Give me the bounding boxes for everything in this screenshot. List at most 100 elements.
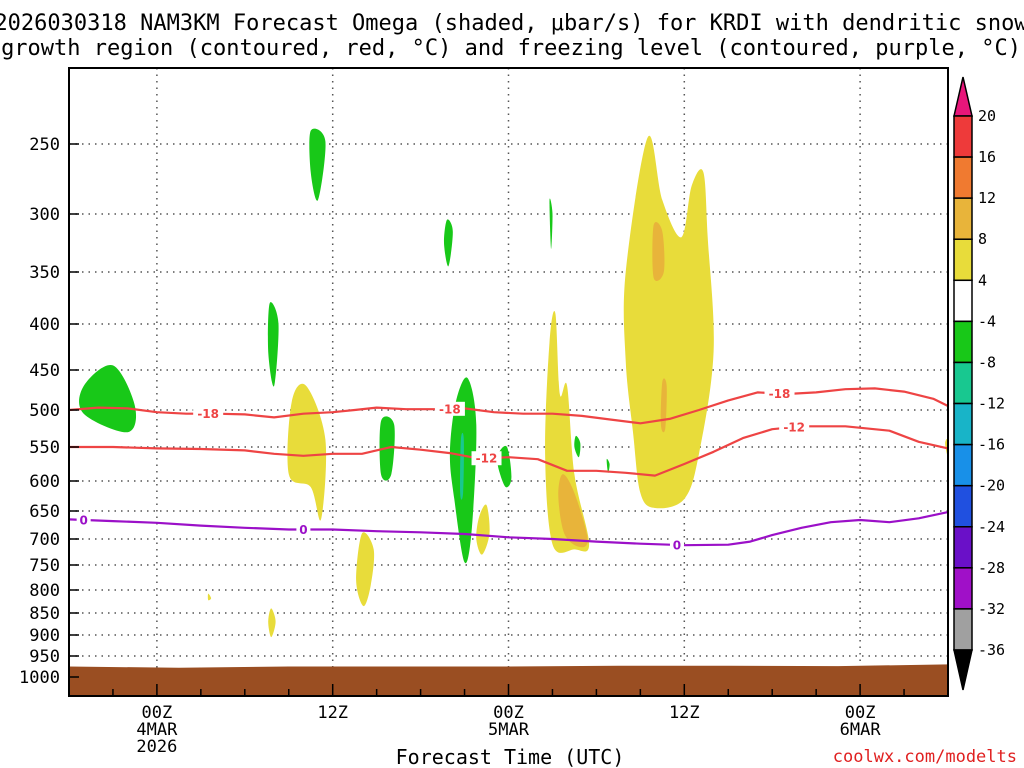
contour-label: 0 [673, 538, 681, 552]
contour-label: -18 [439, 402, 461, 416]
omega-region [268, 608, 276, 638]
contour-label-bg [669, 537, 684, 552]
gridlines [69, 68, 948, 696]
y-tick-label: 450 [29, 361, 60, 381]
contour-label-bg [76, 512, 91, 527]
omega-region [79, 364, 137, 433]
colorbar-segment [953, 526, 973, 569]
colorbar-label: -32 [978, 600, 1005, 618]
y-tick-label: 600 [29, 472, 60, 492]
colorbar-label: -12 [978, 395, 1005, 413]
x-tick-label: 12Z [317, 703, 348, 723]
omega-region [356, 532, 375, 607]
colorbar-label: 4 [978, 271, 987, 289]
contour-label: -18 [197, 407, 219, 421]
y-tick-label: 950 [29, 647, 60, 667]
contour-label-bg [296, 522, 311, 537]
x-tick-label: 00Z [493, 703, 524, 723]
colorbar-segment [953, 567, 973, 610]
contour-label: -12 [476, 452, 498, 466]
y-tick-label: 750 [29, 556, 60, 576]
omega-region [545, 311, 590, 553]
omega-region [606, 458, 610, 473]
colorbar-segment [953, 115, 973, 158]
colorbar-segment [953, 361, 973, 405]
x-tick-label: 12Z [669, 703, 700, 723]
colorbar-segment [953, 197, 973, 240]
colorbar: 20 16 12 8 4 -4 -8 -12 -16 -20 -24 -28 -32 -36 [953, 76, 1005, 691]
colorbar-label: -20 [978, 477, 1005, 495]
y-tick-label: 550 [29, 438, 60, 458]
y-axis: 2503003504004505005506006507007508008509… [19, 135, 79, 688]
y-tick-label: 350 [29, 263, 60, 283]
y-tick-label: 250 [29, 135, 60, 155]
colorbar-segment [953, 484, 973, 528]
colorbar-label: 12 [978, 189, 996, 207]
contour-label-bg [764, 386, 795, 401]
x-axis-label: Forecast Time (UTC) [396, 745, 625, 768]
contour-zero [68, 511, 949, 547]
colorbar-segment [953, 156, 973, 199]
contour-label: -12 [783, 421, 805, 435]
omega-region [623, 135, 714, 509]
colorbar-segment [953, 608, 973, 651]
chart-title-line-2: growth region (contoured, red, °C) and f… [1, 36, 1021, 61]
colorbar-label: -24 [978, 518, 1005, 536]
colorbar-label: -8 [978, 353, 996, 371]
x-tick-label: 00Z [142, 703, 173, 723]
y-tick-label: 900 [29, 626, 60, 646]
omega-region [558, 474, 588, 548]
colorbar-segment [953, 443, 973, 487]
y-tick-label: 800 [29, 581, 60, 601]
y-tick-label: 850 [29, 604, 60, 624]
colorbar-segment [953, 402, 973, 446]
x-tick-label: 6MAR [840, 720, 882, 740]
contour-label-bg [434, 401, 465, 416]
omega-region [460, 432, 464, 500]
contour-label: -18 [769, 387, 791, 401]
colorbar-label: 8 [978, 230, 987, 248]
contour-label-bg [471, 451, 502, 466]
chart-title-line-1: 2026030318 NAM3KM Forecast Omega (shaded… [0, 11, 1024, 36]
contour-label-bg [779, 420, 810, 435]
contour-layer: -18 -18 -18 -12 -12 0 0 0 [68, 386, 949, 552]
y-tick-label: 300 [29, 205, 60, 225]
omega-region [476, 504, 490, 555]
y-tick-label: 650 [29, 502, 60, 522]
omega-region [287, 383, 327, 521]
colorbar-label: -4 [978, 312, 996, 330]
colorbar-label: 16 [978, 148, 996, 166]
colorbar-bottom-arrow [953, 649, 973, 691]
contour-label: 0 [299, 523, 307, 537]
contour-label: 0 [79, 513, 87, 527]
omega-region [267, 302, 279, 387]
omega-region [443, 219, 453, 267]
colorbar-label: -16 [978, 436, 1005, 454]
y-tick-label: 400 [29, 315, 60, 335]
colorbar-segment [953, 320, 973, 364]
colorbar-segment [953, 279, 973, 323]
terrain-surface-layer [69, 664, 948, 696]
x-tick-label: 4MAR [136, 720, 178, 740]
colorbar-segment [953, 238, 973, 282]
omega-shading-layer [79, 128, 949, 638]
y-tick-label: 1000 [19, 668, 60, 688]
colorbar-label: 20 [978, 107, 996, 125]
source-credit[interactable]: coolwx.com/modelts [833, 747, 1017, 767]
omega-region [207, 593, 212, 601]
y-tick-label: 700 [29, 530, 60, 550]
omega-region [574, 435, 581, 458]
x-tick-label: 2026 [136, 737, 177, 757]
omega-region [652, 222, 665, 281]
x-tick-label: 5MAR [488, 720, 530, 740]
x-tick-label: 00Z [845, 703, 876, 723]
terrain-surface [69, 664, 948, 696]
colorbar-label: -36 [978, 641, 1005, 659]
contour-label-bg [193, 406, 224, 421]
y-tick-label: 500 [29, 401, 60, 421]
omega-region [549, 198, 553, 249]
omega-region [309, 128, 326, 201]
